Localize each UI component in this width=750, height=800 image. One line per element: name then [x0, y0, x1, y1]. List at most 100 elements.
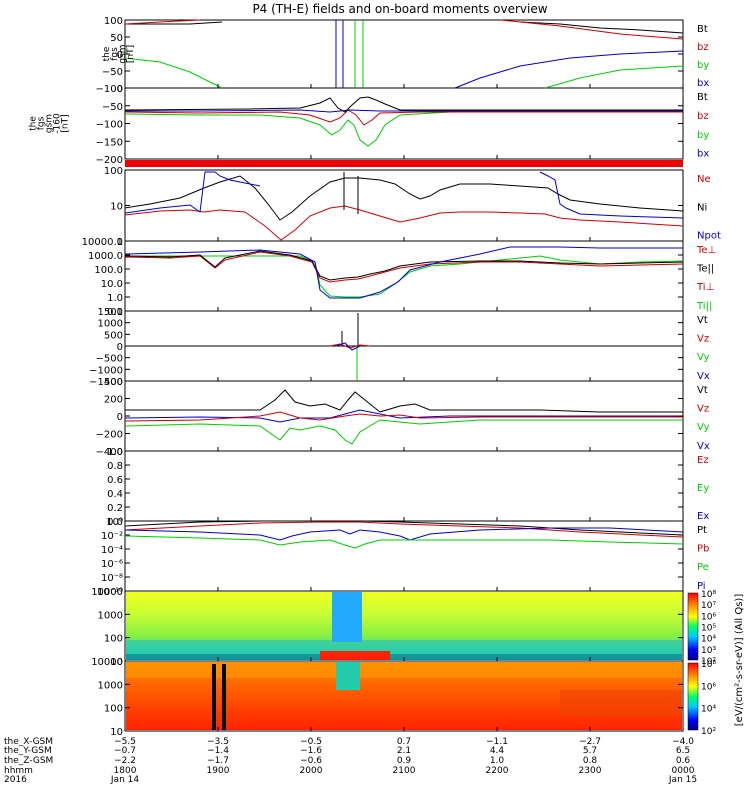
footer-row-label: the_Y-GSM — [4, 746, 52, 756]
footer-value: 2300 — [579, 766, 602, 776]
vy-trace — [124, 419, 683, 445]
legend-entry: Te|| — [696, 264, 714, 275]
footer-row-label: the_Z-GSM — [4, 756, 53, 766]
bt-trace — [124, 96, 683, 113]
npot-trace-right — [539, 171, 684, 219]
legend-entry: Pe — [697, 562, 709, 573]
y-tick-label: 100 — [104, 16, 123, 27]
bz-trace-right — [499, 19, 684, 40]
panel-10-spectrogram — [126, 662, 682, 730]
bt-trace — [125, 21, 223, 25]
footer-value: 2200 — [486, 766, 509, 776]
bz-trace — [124, 109, 683, 126]
ni-trace — [124, 175, 684, 221]
y-tick-label: 10⁻¹⁰ — [97, 587, 123, 598]
y-axis-label-line: fgs — [110, 47, 120, 61]
by-trace-right — [544, 65, 684, 89]
colorbar-tick-label: 10⁴ — [701, 635, 716, 645]
y-tick-label: 0 — [117, 50, 123, 61]
legend-entry: Vz — [697, 334, 709, 345]
bx-trace-right — [454, 50, 684, 89]
ion-hot-band — [320, 651, 390, 660]
y-axis-label-line: gsm — [118, 44, 128, 63]
bt-trace-right — [519, 21, 684, 34]
ion-low-energy-band — [126, 640, 682, 660]
footer-value: −1.1 — [486, 737, 508, 747]
y-axis-label-line: -160 — [53, 113, 63, 134]
y-tick-label: 100.0 — [94, 265, 123, 276]
y-axis-label-line: [nT] — [126, 45, 136, 63]
panel-3-traces — [124, 171, 684, 241]
y-tick-label: 1.0 — [107, 293, 123, 304]
y-axis-label-line: the — [29, 116, 39, 131]
panel-2-frame — [124, 87, 684, 160]
y-tick-label: 0 — [117, 342, 123, 353]
y-axis-label-line: fgs — [37, 116, 47, 130]
legend-entry: Pb — [697, 544, 709, 555]
panel-8-frame — [124, 520, 684, 592]
footer-value: −1.7 — [207, 756, 229, 766]
y-tick-label: 10⁰ — [106, 517, 123, 528]
y-tick-label: 10000 — [91, 657, 123, 668]
footer-row-label: the_X-GSM — [4, 737, 53, 747]
y-tick-label: 10.0 — [101, 279, 123, 290]
colorbar-tick-label: 10⁶ — [701, 612, 716, 622]
colorbar-label: [eV/(cm²-s-sr-eV)] (All Qs)] — [734, 594, 745, 727]
footer-value: −1.4 — [207, 746, 229, 756]
y-tick-label: 10 — [110, 202, 123, 213]
legend-entry: Bt — [697, 24, 708, 35]
footer-value: 2.1 — [397, 746, 411, 756]
y-tick-label: 0.8 — [107, 461, 123, 472]
y-tick-label: 10⁻⁸ — [101, 573, 123, 584]
y-tick-label: 0.4 — [107, 489, 123, 500]
legend-entry: Pt — [697, 525, 707, 536]
legend-entry: Bt — [697, 92, 708, 103]
panel-2-traces — [124, 96, 683, 147]
el-right-band — [560, 690, 682, 716]
footer-value: −4.0 — [672, 737, 694, 747]
vx-trace — [124, 409, 683, 423]
te-par-trace — [124, 250, 684, 281]
el-top-band — [126, 662, 682, 678]
legend-entry: Npot — [697, 231, 721, 242]
footer-value: 1900 — [207, 766, 230, 776]
legend-entry: Ti⊥ — [696, 282, 714, 293]
y-tick-label: −500 — [96, 354, 123, 365]
y-tick-label: 1000 — [98, 680, 123, 691]
legend-entry: Ni — [697, 202, 707, 213]
panel-7-frame — [124, 450, 684, 522]
flag-bar — [125, 160, 683, 167]
y-tick-label: −150 — [96, 137, 123, 148]
footer-value: 1.0 — [490, 756, 505, 766]
ion-gap-band — [332, 592, 362, 642]
ti-par-trace — [125, 255, 684, 298]
y-tick-label: −1000 — [89, 365, 123, 376]
plot-title: P4 (TH-E) fields and on-board moments ov… — [252, 2, 547, 16]
y-tick-label: 1000 — [98, 319, 123, 330]
panel-1-frame — [124, 19, 684, 89]
legend-entry: bz — [697, 42, 709, 53]
y-tick-label: 100 — [104, 166, 123, 177]
panel-3-frame — [124, 169, 684, 242]
legend-entry: Ti|| — [696, 301, 712, 312]
vz-trace — [124, 411, 683, 422]
footer-value: −2.2 — [114, 756, 136, 766]
legend-entry: Ey — [697, 483, 709, 494]
y-tick-label: −1500 — [89, 377, 123, 388]
pi-trace — [124, 527, 684, 541]
colorbar-tick-label: 10⁴ — [701, 705, 716, 715]
colorbar-tick-label: 10⁶ — [701, 682, 716, 692]
y-tick-label: 1000 — [98, 610, 123, 621]
y-tick-label: −50 — [102, 102, 123, 113]
y-tick-label: −400 — [96, 447, 123, 458]
legend-entry: Pi — [697, 581, 706, 592]
colorbar — [687, 662, 699, 731]
panel-4-traces — [124, 246, 684, 299]
legend-entry: bx — [697, 78, 709, 89]
y-tick-label: 0.1 — [107, 307, 123, 318]
footer-value: −0.5 — [300, 737, 322, 747]
colorbar-tick-label: 10⁵ — [701, 624, 716, 634]
